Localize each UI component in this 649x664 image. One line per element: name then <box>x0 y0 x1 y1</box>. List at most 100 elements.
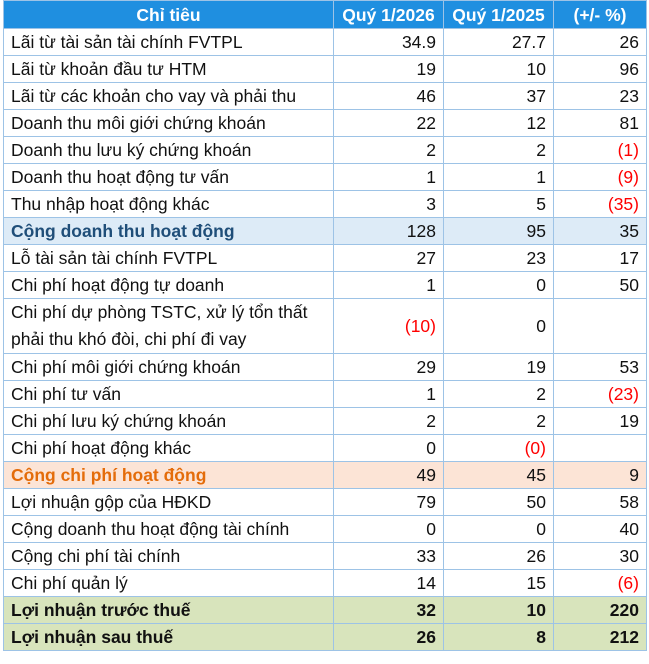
row-label: Chi phí môi giới chứng khoán <box>3 353 334 381</box>
value-change-percent <box>553 434 647 462</box>
table-row: Chi phí hoạt động khác 0 (0) <box>3 434 647 462</box>
value-q1-2026: 1 <box>333 380 444 408</box>
table-row: Doanh thu hoạt động tư vấn 1 1 (9) <box>3 163 647 191</box>
value-q1-2026: 19 <box>333 55 444 83</box>
value-change-percent: 40 <box>553 515 647 543</box>
revenue-total-row: Cộng doanh thu hoạt động 128 95 35 <box>3 217 647 245</box>
row-label: Doanh thu môi giới chứng khoán <box>3 109 334 137</box>
table-row: Chi phí quản lý 14 15 (6) <box>3 569 647 597</box>
row-label: Doanh thu hoạt động tư vấn <box>3 163 334 191</box>
value-change-percent <box>553 298 647 354</box>
row-label: Lợi nhuận sau thuế <box>3 623 334 651</box>
row-label: Chi phí quản lý <box>3 569 334 597</box>
table-row: Lợi nhuận gộp của HĐKD 79 50 58 <box>3 488 647 516</box>
row-label: Lãi từ các khoản cho vay và phải thu <box>3 82 334 110</box>
row-label: Chi phí lưu ký chứng khoán <box>3 407 334 435</box>
value-q1-2026: 22 <box>333 109 444 137</box>
value-q1-2026: 49 <box>333 461 444 489</box>
table-body: Lãi từ tài sản tài chính FVTPL 34.9 27.7 26… <box>3 28 647 651</box>
value-change-percent: 23 <box>553 82 647 110</box>
table-row: Cộng doanh thu hoạt động tài chính 0 0 40 <box>3 515 647 543</box>
table-row: Chi phí tư vấn 1 2 (23) <box>3 380 647 408</box>
value-change-percent: 19 <box>553 407 647 435</box>
table-row: Lãi từ khoản đầu tư HTM 19 10 96 <box>3 55 647 83</box>
profit-row: Lợi nhuận sau thuế 26 8 212 <box>3 623 647 651</box>
value-q1-2026: 26 <box>333 623 444 651</box>
value-q1-2025: 10 <box>443 55 554 83</box>
value-q1-2025: 2 <box>443 407 554 435</box>
row-label: Cộng chi phí hoạt động <box>3 461 334 489</box>
value-q1-2025: 0 <box>443 298 554 354</box>
row-label: Chi phí hoạt động khác <box>3 434 334 462</box>
financial-results-table: Chỉ tiêu Quý 1/2026 Quý 1/2025 (+/- %) L… <box>3 0 647 651</box>
value-q1-2026: 34.9 <box>333 28 444 56</box>
row-label: Doanh thu lưu ký chứng khoán <box>3 136 334 164</box>
row-label: Lợi nhuận trước thuế <box>3 596 334 624</box>
table-row: Lỗ tài sản tài chính FVTPL 27 23 17 <box>3 244 647 272</box>
value-change-percent: (23) <box>553 380 647 408</box>
value-q1-2026: (10) <box>333 298 444 354</box>
value-q1-2026: 0 <box>333 434 444 462</box>
table-row: Thu nhập hoạt động khác 3 5 (35) <box>3 190 647 218</box>
value-q1-2025: 1 <box>443 163 554 191</box>
row-label: Chi phí hoạt động tự doanh <box>3 271 334 299</box>
value-q1-2025: 10 <box>443 596 554 624</box>
value-q1-2026: 2 <box>333 407 444 435</box>
value-q1-2025: 95 <box>443 217 554 245</box>
value-change-percent: 9 <box>553 461 647 489</box>
value-q1-2025: 0 <box>443 515 554 543</box>
value-q1-2026: 27 <box>333 244 444 272</box>
row-label: Lỗ tài sản tài chính FVTPL <box>3 244 334 272</box>
value-q1-2026: 1 <box>333 163 444 191</box>
value-q1-2025: 45 <box>443 461 554 489</box>
value-q1-2025: 0 <box>443 271 554 299</box>
value-change-percent: 212 <box>553 623 647 651</box>
value-q1-2026: 1 <box>333 271 444 299</box>
value-q1-2026: 0 <box>333 515 444 543</box>
value-change-percent: (1) <box>553 136 647 164</box>
table-row: Doanh thu môi giới chứng khoán 22 12 81 <box>3 109 647 137</box>
value-q1-2026: 3 <box>333 190 444 218</box>
table-row: Chi phí môi giới chứng khoán 29 19 53 <box>3 353 647 381</box>
header-q1-2026: Quý 1/2026 <box>333 0 444 29</box>
header-indicator: Chỉ tiêu <box>3 0 334 29</box>
value-change-percent: (35) <box>553 190 647 218</box>
value-change-percent: 220 <box>553 596 647 624</box>
table-row: Chi phí dự phòng TSTC, xử lý tổn thất ph… <box>3 298 647 354</box>
value-change-percent: 26 <box>553 28 647 56</box>
value-q1-2025: 8 <box>443 623 554 651</box>
value-q1-2025: 50 <box>443 488 554 516</box>
row-label: Thu nhập hoạt động khác <box>3 190 334 218</box>
row-label: Cộng chi phí tài chính <box>3 542 334 570</box>
header-q1-2025: Quý 1/2025 <box>443 0 554 29</box>
value-q1-2025: (0) <box>443 434 554 462</box>
value-q1-2025: 23 <box>443 244 554 272</box>
table-header-row: Chỉ tiêu Quý 1/2026 Quý 1/2025 (+/- %) <box>3 0 647 29</box>
row-label: Cộng doanh thu hoạt động tài chính <box>3 515 334 543</box>
value-q1-2026: 29 <box>333 353 444 381</box>
expense-total-row: Cộng chi phí hoạt động 49 45 9 <box>3 461 647 489</box>
row-label: Cộng doanh thu hoạt động <box>3 217 334 245</box>
value-q1-2026: 46 <box>333 82 444 110</box>
value-change-percent: 58 <box>553 488 647 516</box>
value-q1-2025: 2 <box>443 136 554 164</box>
value-change-percent: 96 <box>553 55 647 83</box>
value-q1-2025: 26 <box>443 542 554 570</box>
value-q1-2026: 14 <box>333 569 444 597</box>
value-q1-2026: 79 <box>333 488 444 516</box>
table-row: Lãi từ tài sản tài chính FVTPL 34.9 27.7 26 <box>3 28 647 56</box>
value-change-percent: (9) <box>553 163 647 191</box>
value-change-percent: (6) <box>553 569 647 597</box>
value-q1-2025: 5 <box>443 190 554 218</box>
table-row: Lãi từ các khoản cho vay và phải thu 46 37… <box>3 82 647 110</box>
profit-row: Lợi nhuận trước thuế 32 10 220 <box>3 596 647 624</box>
value-q1-2025: 2 <box>443 380 554 408</box>
row-label: Lợi nhuận gộp của HĐKD <box>3 488 334 516</box>
header-change-percent: (+/- %) <box>553 0 647 29</box>
value-q1-2026: 2 <box>333 136 444 164</box>
value-q1-2025: 15 <box>443 569 554 597</box>
table-row: Cộng chi phí tài chính 33 26 30 <box>3 542 647 570</box>
value-q1-2025: 12 <box>443 109 554 137</box>
row-label: Lãi từ khoản đầu tư HTM <box>3 55 334 83</box>
table-row: Doanh thu lưu ký chứng khoán 2 2 (1) <box>3 136 647 164</box>
